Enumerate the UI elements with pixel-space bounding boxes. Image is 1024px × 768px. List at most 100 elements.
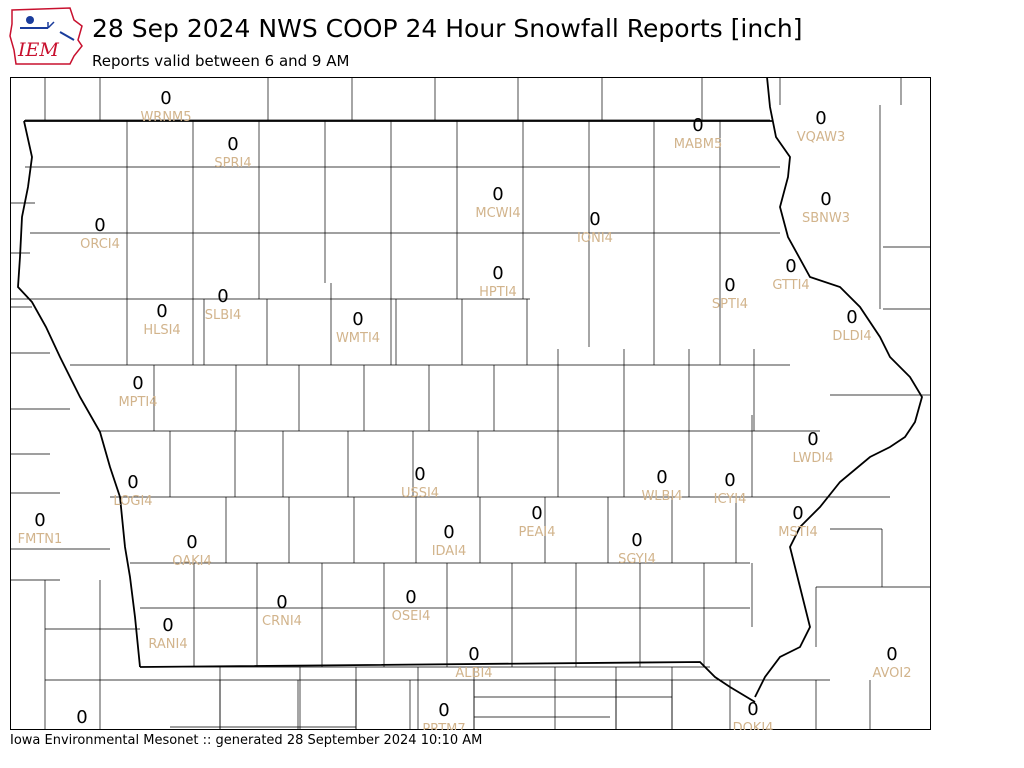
station-value: 0 <box>127 472 138 493</box>
page-subtitle: Reports valid between 6 and 9 AM <box>92 52 350 70</box>
station-value: 0 <box>352 309 363 330</box>
state-borders <box>17 77 923 703</box>
station-value: 0 <box>792 503 803 524</box>
station-value: 0 <box>807 429 818 450</box>
station-value: 0 <box>438 700 449 721</box>
station-value: 0 <box>405 587 416 608</box>
station-id-label: TCMN1 <box>58 729 104 730</box>
station-id-label: PRTM7 <box>422 722 465 730</box>
station-value: 0 <box>724 275 735 296</box>
station-value: 0 <box>886 644 897 665</box>
station-value: 0 <box>156 301 167 322</box>
station-value: 0 <box>162 615 173 636</box>
station-id-label: SBNW3 <box>802 211 850 226</box>
iem-logo: IEM <box>9 7 83 65</box>
station-id-label: RANI4 <box>148 637 187 652</box>
station-id-label: LWDI4 <box>792 451 833 466</box>
station-value: 0 <box>820 189 831 210</box>
station-id-label: VQAW3 <box>797 130 845 145</box>
logo-text: IEM <box>17 39 59 61</box>
station-id-label: CRNI4 <box>262 614 302 629</box>
station-id-label: SGYI4 <box>618 552 656 567</box>
station-value: 0 <box>217 286 228 307</box>
station-id-label: PEAI4 <box>518 525 555 540</box>
station-id-label: WMTI4 <box>336 331 380 346</box>
station-id-label: DOKI4 <box>733 721 774 730</box>
station-value: 0 <box>815 108 826 129</box>
station-id-label: WRNM5 <box>140 110 191 125</box>
station-id-label: DLDI4 <box>832 329 871 344</box>
station-id-label: OAKI4 <box>172 554 212 569</box>
station-unnamed: 0 <box>334 728 345 730</box>
station-value: 0 <box>846 307 857 328</box>
station-value: 0 <box>656 467 667 488</box>
station-value: 0 <box>94 215 105 236</box>
station-id-label: IDAI4 <box>432 544 467 559</box>
station-id-label: SPRI4 <box>214 156 251 171</box>
station-value: 0 <box>414 464 425 485</box>
station-value: 0 <box>785 256 796 277</box>
station-id-label: SLBI4 <box>205 308 242 323</box>
station-value: 0 <box>227 134 238 155</box>
station-id-label: MCWI4 <box>475 206 520 221</box>
station-value: 0 <box>334 728 345 730</box>
station-value: 0 <box>160 88 171 109</box>
station-id-label: SPTI4 <box>712 297 748 312</box>
station-id-label: IONI4 <box>577 231 613 246</box>
station-value: 0 <box>724 470 735 491</box>
station-value: 0 <box>132 373 143 394</box>
station-value: 0 <box>468 644 479 665</box>
station-tcmn1: 0TCMN1 <box>58 707 104 730</box>
station-id-label: ICYI4 <box>714 492 747 507</box>
station-id-label: MPTI4 <box>118 395 157 410</box>
station-id-label: WLBI4 <box>641 489 682 504</box>
station-id-label: ALBI4 <box>455 666 492 681</box>
station-value: 0 <box>276 592 287 613</box>
station-value: 0 <box>692 115 703 136</box>
station-value: 0 <box>76 707 87 728</box>
station-id-label: HPTI4 <box>479 285 517 300</box>
station-id-label: MSTI4 <box>778 525 818 540</box>
page-title: 28 Sep 2024 NWS COOP 24 Hour Snowfall Re… <box>92 14 803 43</box>
station-id-label: HLSI4 <box>143 323 180 338</box>
station-id-label: AVOI2 <box>872 666 911 681</box>
station-value: 0 <box>531 503 542 524</box>
station-value: 0 <box>492 184 503 205</box>
station-value: 0 <box>589 209 600 230</box>
page-footer: Iowa Environmental Mesonet :: generated … <box>10 733 483 748</box>
station-id-label: MABM5 <box>674 137 723 152</box>
station-value: 0 <box>631 530 642 551</box>
